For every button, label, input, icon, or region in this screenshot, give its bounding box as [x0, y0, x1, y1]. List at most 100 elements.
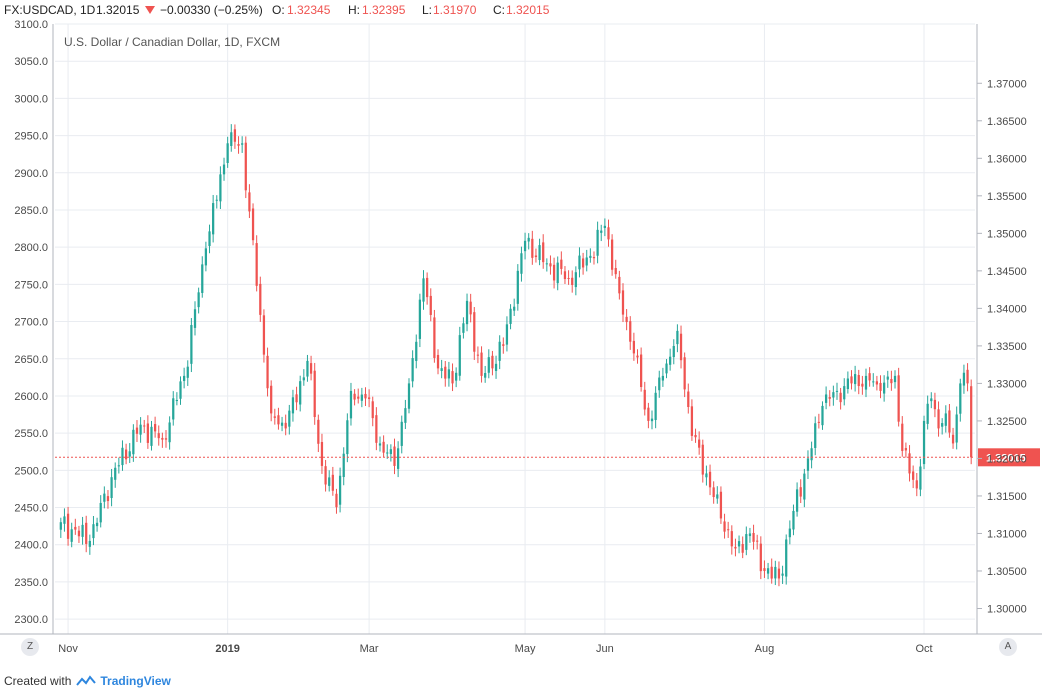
- left-axis-tick-label: 2750.0: [14, 279, 48, 291]
- candle-body: [513, 306, 516, 311]
- candle-body: [959, 383, 962, 414]
- candle-body: [716, 494, 719, 499]
- auto-scale-right-button[interactable]: A: [999, 638, 1017, 656]
- left-axis-tick-label: 2550.0: [14, 428, 48, 440]
- candle-body: [951, 434, 955, 444]
- candle-body: [661, 375, 665, 381]
- candle-body: [103, 493, 106, 502]
- candle-body: [99, 502, 102, 523]
- candle-body: [922, 420, 926, 465]
- candle-body: [418, 299, 422, 339]
- tradingview-brand[interactable]: TradingView: [100, 674, 171, 688]
- time-axis-label: Mar: [360, 643, 379, 655]
- candle-body: [734, 546, 737, 549]
- candle-body: [331, 474, 334, 491]
- candle-body: [150, 426, 153, 446]
- candle-body: [748, 533, 752, 537]
- last-price-badge: [978, 448, 1040, 467]
- candle-body: [342, 453, 345, 478]
- candle-body: [893, 375, 897, 383]
- candle-body: [146, 423, 149, 443]
- candle-body: [835, 390, 839, 392]
- candle-body: [255, 243, 258, 286]
- right-axis-tick-label: 1.31000: [987, 528, 1027, 540]
- candle-body: [204, 248, 208, 266]
- candle-body: [817, 421, 820, 423]
- candle-body: [632, 340, 636, 354]
- candle-body: [937, 409, 940, 429]
- candle-body: [407, 383, 411, 409]
- candle-body: [338, 475, 342, 505]
- candle-body: [723, 521, 726, 532]
- candle-body: [378, 443, 382, 446]
- candle-body: [669, 356, 672, 365]
- candle-body: [560, 259, 563, 269]
- left-axis-tick-label: 2700.0: [14, 317, 48, 329]
- candle-body: [233, 129, 237, 142]
- candle-body: [745, 534, 748, 550]
- time-axis-label: Jun: [596, 643, 614, 655]
- open-label: O:: [272, 3, 285, 17]
- candle-body: [781, 573, 784, 576]
- candle-body: [708, 471, 712, 488]
- candle-body: [212, 203, 215, 235]
- candle-body: [288, 410, 291, 427]
- candle-body: [251, 208, 255, 241]
- candle-body: [110, 477, 113, 499]
- candle-body: [175, 400, 179, 402]
- candle-body: [933, 399, 937, 410]
- candle-body: [197, 292, 200, 308]
- candle-body: [382, 441, 385, 453]
- candle-body: [523, 240, 527, 252]
- candle-body: [752, 532, 755, 542]
- candle-body: [135, 427, 139, 434]
- candle-body: [701, 444, 704, 475]
- candle-body: [77, 530, 81, 537]
- candle-body: [683, 357, 686, 390]
- candle-body: [328, 477, 331, 486]
- candle-body: [970, 386, 973, 458]
- candle-body: [694, 434, 697, 438]
- last-price-line-group: 1.32015: [55, 448, 1040, 467]
- low-label: L:: [422, 3, 432, 17]
- candle-body: [839, 392, 842, 403]
- candle-body: [658, 377, 661, 391]
- candle-body: [161, 437, 164, 440]
- candle-body: [912, 471, 915, 480]
- candle-body: [168, 422, 171, 443]
- candle-body: [63, 516, 66, 524]
- candle-body: [143, 425, 146, 427]
- candle-body: [70, 529, 73, 542]
- high-label: H:: [348, 3, 360, 17]
- left-axis-tick-label: 3000.0: [14, 93, 48, 105]
- candle-body: [277, 415, 280, 425]
- candle-body: [313, 370, 316, 418]
- left-axis-tick-label: 3050.0: [14, 56, 48, 68]
- candle-body: [636, 355, 639, 358]
- candle-body: [284, 422, 287, 429]
- candle-body: [226, 143, 229, 163]
- candle-body: [941, 423, 944, 427]
- candle-body: [309, 363, 313, 374]
- right-axis-tick-label: 1.33000: [987, 378, 1027, 390]
- candle-body: [458, 335, 461, 376]
- candle-body: [665, 363, 668, 374]
- candle-body: [516, 270, 519, 304]
- candle-body: [335, 493, 338, 508]
- candle-body: [230, 132, 233, 146]
- candle-body: [719, 491, 723, 519]
- low-value: 1.31970: [433, 3, 477, 17]
- candle-body: [806, 458, 810, 471]
- candle-body: [386, 452, 389, 454]
- candle-body: [222, 164, 226, 175]
- footer: Created with TradingView: [4, 671, 171, 691]
- left-axis-tick-label: 2800.0: [14, 242, 48, 254]
- candle-body: [698, 439, 701, 448]
- candle-body: [128, 451, 131, 457]
- candle-body: [897, 375, 900, 422]
- candle-body: [124, 449, 128, 460]
- auto-scale-left-button[interactable]: Z: [21, 638, 39, 656]
- high-value: 1.32395: [362, 3, 406, 17]
- candle-body: [389, 449, 392, 455]
- right-axis-tick-label: 1.34000: [987, 303, 1027, 315]
